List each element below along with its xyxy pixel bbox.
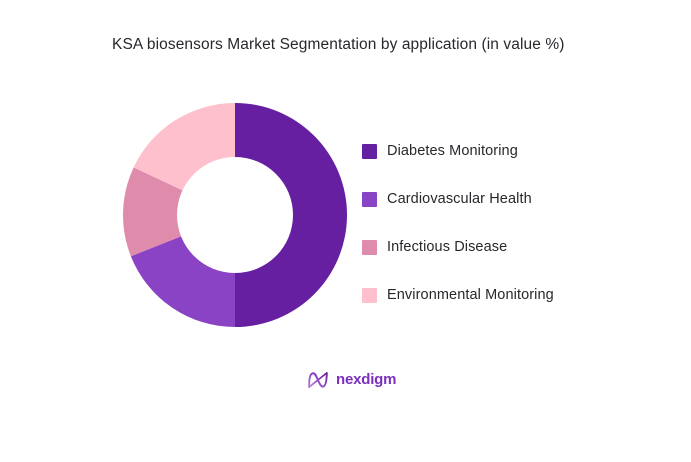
legend-swatch-icon bbox=[362, 240, 377, 255]
legend-label: Diabetes Monitoring bbox=[387, 143, 518, 159]
legend-item-cardiovascular-health[interactable]: Cardiovascular Health bbox=[362, 187, 662, 235]
legend-label: Infectious Disease bbox=[387, 239, 508, 255]
legend-label: Cardiovascular Health bbox=[387, 191, 532, 207]
legend-item-diabetes-monitoring[interactable]: Diabetes Monitoring bbox=[362, 139, 662, 187]
nexdigm-wave-n-icon bbox=[308, 372, 328, 389]
legend-item-infectious-disease[interactable]: Infectious Disease bbox=[362, 235, 662, 283]
legend-swatch-icon bbox=[362, 288, 377, 303]
legend-item-environmental-monitoring[interactable]: Environmental Monitoring bbox=[362, 283, 662, 331]
donut-chart bbox=[123, 103, 347, 327]
legend-swatch-icon bbox=[362, 192, 377, 207]
brand-wordmark: nexdigm bbox=[336, 371, 397, 388]
chart-legend: Diabetes Monitoring Cardiovascular Healt… bbox=[362, 139, 662, 331]
donut-chart-svg bbox=[123, 103, 347, 327]
donut-hole bbox=[177, 157, 293, 273]
brand-logo: nexdigm bbox=[307, 368, 396, 392]
chart-title: KSA biosensors Market Segmentation by ap… bbox=[112, 36, 565, 53]
legend-label: Environmental Monitoring bbox=[387, 287, 554, 303]
legend-swatch-icon bbox=[362, 144, 377, 159]
